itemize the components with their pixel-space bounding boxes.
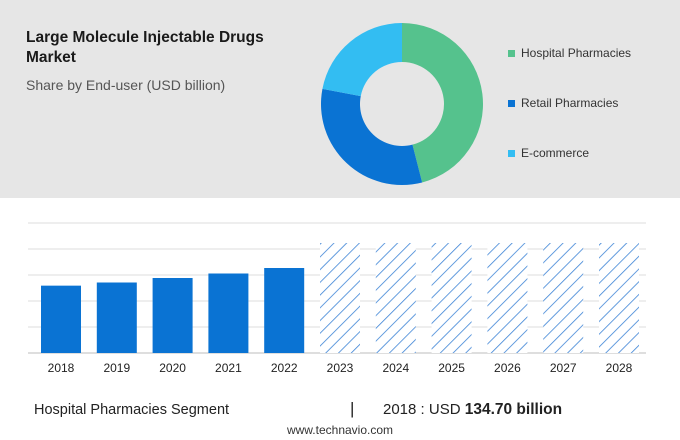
- forecast-bar-2027: [543, 243, 584, 353]
- bar-chart: 2018 2019 2020 2021 2022 2023 2024 2025 2026 2027…: [28, 222, 646, 375]
- forecast-bar-2023: [320, 243, 360, 353]
- legend-swatch: [508, 150, 515, 157]
- bar-2019: [96, 282, 137, 353]
- donut-slice-e-commerce: [322, 23, 402, 97]
- bar-2022: [264, 268, 305, 353]
- segment-value: 134.70 billion: [464, 401, 563, 418]
- bar-2021: [208, 273, 249, 353]
- bar-2018: [41, 285, 81, 353]
- segment-value-line: 2018 : USD 134.70 billion: [383, 401, 562, 419]
- legend-item: Retail Pharmacies: [508, 96, 678, 112]
- forecast-bar-2028: [599, 243, 639, 353]
- chart-subtitle: Share by End-user (USD billion): [26, 77, 226, 93]
- x-tick-label: 2025: [438, 361, 465, 375]
- legend-label: Hospital Pharmacies: [521, 46, 632, 60]
- donut-slice-retail-pharmacies: [321, 88, 423, 185]
- x-tick-label: 2021: [215, 361, 242, 375]
- x-tick-label: 2022: [271, 361, 298, 375]
- segment-label: Hospital Pharmacies Segment: [34, 402, 230, 418]
- x-tick-label: 2026: [494, 361, 521, 375]
- donut-chart: [321, 23, 484, 185]
- donut-slice-hospital-pharmacies: [402, 23, 484, 183]
- x-tick-label: 2019: [103, 361, 130, 375]
- legend-swatch: [508, 50, 515, 57]
- x-tick-label: 2018: [48, 361, 75, 375]
- legend-item: E-commerce: [508, 146, 678, 162]
- x-tick-label: 2023: [327, 361, 354, 375]
- website-link[interactable]: www.technavio.com: [286, 423, 394, 437]
- legend-label: E-commerce: [521, 146, 590, 160]
- segment-year-label: 2018 : USD: [383, 401, 461, 418]
- footer-separator: |: [350, 399, 355, 418]
- legend-item: Hospital Pharmacies: [508, 46, 678, 62]
- legend-label: Retail Pharmacies: [521, 96, 619, 110]
- legend-swatch: [508, 100, 515, 107]
- x-tick-label: 2024: [382, 361, 409, 375]
- x-tick-label: 2028: [606, 361, 633, 375]
- bar-2020: [152, 278, 193, 353]
- x-tick-label: 2020: [159, 361, 186, 375]
- forecast-bar-2025: [431, 243, 472, 353]
- chart-title: Large Molecule Injectable Drugs Market: [26, 29, 264, 66]
- forecast-bar-2024: [375, 243, 416, 353]
- forecast-bar-2026: [487, 243, 528, 353]
- x-tick-label: 2027: [550, 361, 577, 375]
